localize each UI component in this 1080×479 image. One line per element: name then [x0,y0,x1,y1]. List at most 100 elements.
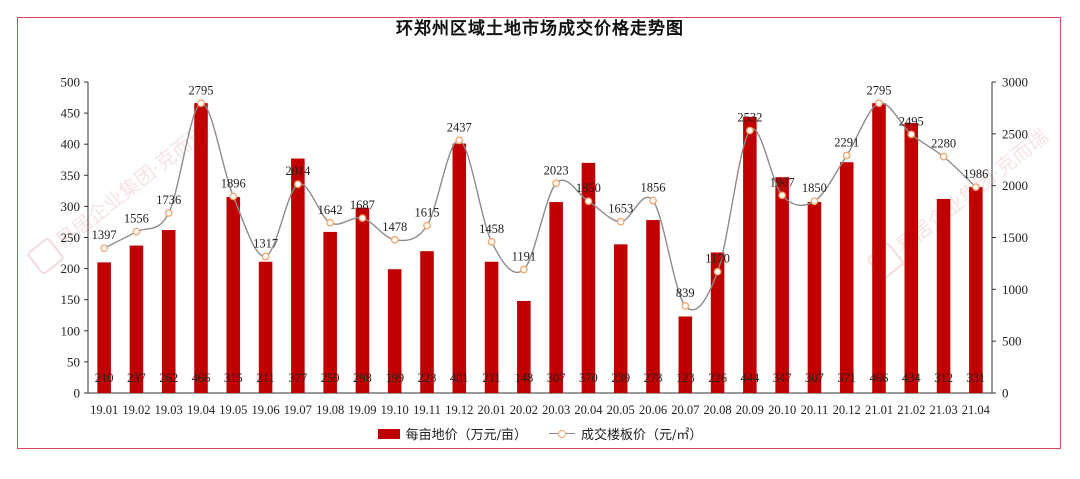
floor-price-point-20.01 [487,238,496,246]
floor-price-point-19.08 [326,218,334,227]
right-tick-label: 0 [1002,386,1009,401]
chart-title: 环郑州区域土地市场成交价格走势图 [396,19,684,39]
floor-price-point-21.03 [939,152,948,161]
bar-20.12 [839,162,854,393]
left-tick-label: 400 [61,137,81,152]
floor-price-point-19.10 [390,235,399,244]
x-tick-label: 19.10 [381,403,409,417]
bar-19.04 [194,103,208,393]
x-tick-label: 20.01 [478,403,506,417]
legend: 每亩地价（万元/亩） 成交楼板价（元/㎡） [0,424,1080,443]
bar-19.10 [387,269,402,393]
x-tick-label: 19.09 [348,403,376,417]
x-tick-label: 20.08 [704,403,732,417]
floor-price-data-label: 1687 [350,198,375,212]
floor-price-point-19.12 [455,136,464,145]
left-tick-label: 100 [61,323,81,338]
land-price-data-label: 331 [966,371,985,385]
bar-20.05 [613,244,628,393]
bar-20.07 [678,316,693,393]
floor-price-data-label: 1458 [479,222,504,236]
floor-price-point-20.08 [713,267,722,276]
land-price-data-label: 262 [159,371,178,385]
x-tick-label: 19.03 [155,403,183,417]
floor-price-point-20.06 [649,196,657,205]
floor-price-point-21.01 [875,99,883,108]
floor-price-data-label: 2280 [931,137,956,151]
legend-label-floor-price: 成交楼板价（元/㎡） [581,428,703,443]
bar-19.11 [420,251,434,393]
floor-price-point-20.11 [810,197,819,206]
floor-price-point-19.04 [197,99,205,108]
land-price-data-label: 148 [514,371,533,385]
land-price-data-label: 401 [450,371,469,385]
left-tick-label: 150 [61,292,81,307]
land-price-data-label: 434 [902,371,922,385]
floor-price-data-label: 1615 [415,206,440,220]
floor-price-data-label: 2495 [899,114,924,128]
land-price-data-label: 466 [870,371,889,385]
land-price-data-label: 347 [773,371,792,385]
x-tick-label: 20.12 [833,403,861,417]
x-tick-label: 21.01 [865,403,893,417]
bar-19.05 [226,197,241,393]
floor-price-point-19.11 [423,221,431,230]
x-tick-label: 20.02 [510,403,538,417]
x-tick-label: 19.07 [284,403,312,417]
land-price-data-label: 210 [95,371,114,385]
floor-price-data-label: 839 [676,286,695,300]
floor-price-data-label: 2795 [189,83,214,97]
floor-price-data-label: 1856 [641,181,666,195]
floor-price-point-20.12 [842,151,851,160]
x-tick-label: 19.08 [316,403,344,417]
right-tick-label: 1500 [1002,230,1028,245]
bar-19.03 [161,230,176,393]
floor-price-point-19.06 [261,252,270,261]
floor-price-point-19.09 [358,214,367,222]
bar-19.02 [129,245,144,393]
floor-price-point-20.03 [552,179,560,188]
floor-price-point-21.02 [907,130,916,139]
left-tick-label: 250 [61,230,81,245]
bar-21.02 [904,123,919,393]
left-tick-label: 500 [61,75,81,90]
land-price-data-label: 444 [740,371,760,385]
land-price-data-label: 307 [805,371,824,385]
bar-20.03 [549,202,563,393]
bar-20.10 [775,177,789,393]
land-price-data-label: 259 [321,371,340,385]
bar-19.09 [355,207,370,393]
x-tick-label: 19.02 [122,403,150,417]
x-tick-label: 19.06 [252,403,280,417]
x-tick-label: 20.09 [736,403,764,417]
legend-item-floor-price: 成交楼板价（元/㎡） [549,424,702,443]
x-tick-label: 19.05 [219,403,247,417]
floor-price-point-21.04 [972,183,980,191]
x-tick-label: 19.01 [90,403,118,417]
bar-20.06 [646,220,660,393]
floor-price-point-20.05 [616,217,625,226]
left-tick-label: 350 [61,168,81,183]
floor-price-data-label: 1736 [156,193,181,207]
legend-bar-swatch [377,428,400,439]
floor-price-point-20.10 [778,191,786,200]
land-price-data-label: 226 [708,371,727,385]
floor-price-data-label: 1653 [608,202,633,216]
floor-price-data-label: 1478 [382,220,407,234]
right-tick-label: 3000 [1002,75,1028,90]
floor-price-point-20.02 [520,265,528,274]
land-price-data-label: 228 [418,371,437,385]
floor-price-data-label: 2795 [867,83,892,97]
x-tick-label: 20.06 [639,403,667,417]
floor-price-data-label: 2014 [285,164,311,178]
floor-price-point-19.07 [294,180,302,189]
x-tick-label: 20.04 [574,403,603,417]
floor-price-data-label: 1642 [318,203,343,217]
floor-price-data-label: 2532 [737,111,762,125]
left-tick-label: 0 [74,386,81,401]
floor-price-point-20.09 [746,126,754,135]
floor-price-point-19.05 [229,192,238,201]
x-tick-label: 20.03 [542,403,570,417]
bar-19.07 [291,158,305,393]
